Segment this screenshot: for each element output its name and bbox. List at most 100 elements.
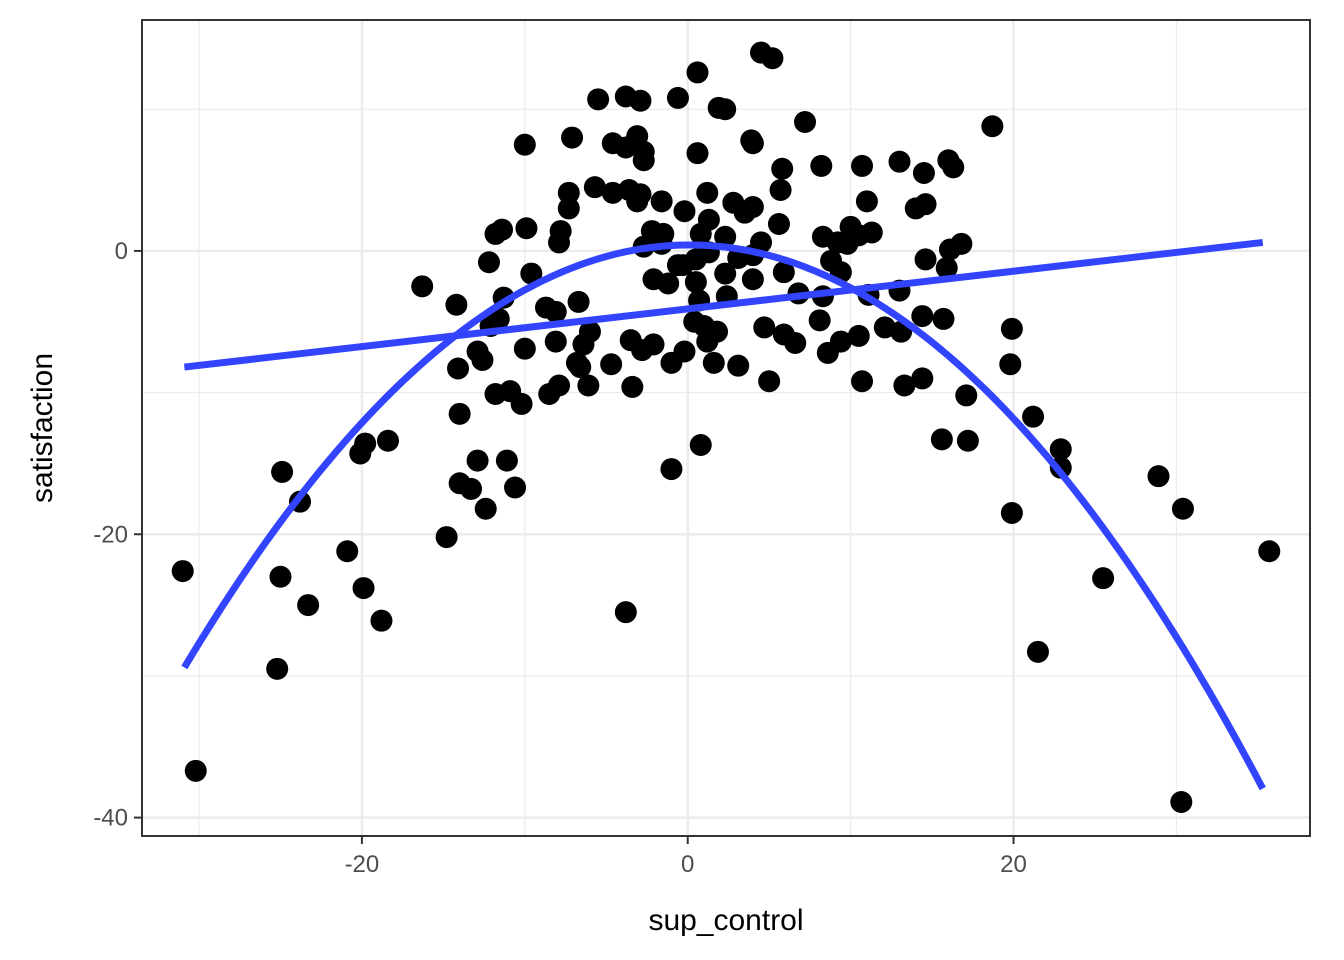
data-point (632, 149, 655, 172)
data-point (601, 181, 624, 204)
data-point (808, 309, 831, 332)
data-point (932, 307, 955, 330)
data-point (447, 357, 470, 380)
data-point (671, 254, 694, 277)
data-point (942, 156, 965, 179)
data-point (741, 196, 764, 218)
data-point (666, 86, 689, 109)
data-point (510, 392, 533, 415)
data-point (1026, 640, 1049, 663)
data-point (504, 476, 527, 499)
data-point (836, 232, 859, 255)
quadratic-fit-curve (181, 241, 1266, 791)
data-point (686, 142, 709, 165)
data-point (893, 374, 916, 397)
data-point (829, 330, 852, 353)
data-point (629, 89, 652, 112)
y-tick-label: -20 (93, 521, 128, 548)
data-point (714, 98, 737, 121)
data-point (354, 432, 377, 455)
data-point (847, 324, 870, 347)
panel-background (142, 20, 1310, 836)
data-point (914, 248, 937, 271)
data-point (336, 540, 359, 563)
data-point (911, 305, 934, 328)
data-point (753, 316, 776, 339)
data-point (171, 560, 194, 583)
data-point (855, 190, 878, 213)
grid-major (142, 20, 1310, 836)
data-point (557, 181, 580, 204)
data-point (706, 320, 729, 343)
data-point (466, 449, 489, 472)
data-point (474, 497, 497, 520)
data-point (769, 179, 792, 201)
y-tick-label: -40 (93, 805, 128, 832)
data-point (1000, 502, 1023, 524)
data-point (567, 290, 590, 313)
y-axis-title: satisfaction (26, 353, 59, 503)
data-point (411, 275, 434, 298)
data-point (1170, 791, 1193, 813)
data-point (673, 200, 696, 223)
data-point (741, 132, 764, 155)
data-point (370, 609, 393, 632)
data-point (513, 133, 536, 156)
data-point (912, 162, 935, 184)
data-point (697, 208, 720, 231)
data-point (1147, 465, 1170, 488)
data-point (1092, 567, 1115, 590)
data-point (297, 594, 320, 617)
panel-border (141, 19, 1311, 837)
data-point (577, 374, 600, 397)
data-point (888, 150, 911, 173)
data-point (660, 458, 683, 481)
x-tick-label: -20 (345, 851, 380, 878)
data-point (714, 225, 737, 248)
data-point (557, 197, 580, 220)
data-point (914, 193, 937, 216)
y-tick-label: 0 (115, 238, 128, 265)
linear-fit-line (183, 238, 1264, 371)
data-point (981, 115, 1004, 138)
data-point (741, 268, 764, 291)
data-point (484, 383, 507, 405)
data-point (772, 261, 795, 284)
data-point (955, 384, 978, 407)
data-point (784, 332, 807, 354)
data-point (761, 47, 784, 70)
data-point (950, 232, 973, 255)
data-point (471, 349, 494, 371)
data-point (956, 429, 979, 452)
data-point (269, 565, 292, 588)
data-point (544, 300, 567, 323)
y-axis: -40 -20 0 (93, 238, 142, 832)
data-point (515, 217, 538, 240)
data-point (686, 61, 709, 84)
data-point (600, 353, 623, 376)
data-point (696, 181, 719, 204)
data-point (376, 429, 399, 452)
data-point (477, 251, 500, 274)
data-point (758, 370, 781, 393)
data-point (448, 402, 471, 425)
data-point (266, 657, 289, 680)
data-point (184, 759, 207, 782)
data-point (460, 477, 483, 500)
data-point (1049, 438, 1072, 461)
data-point (911, 367, 934, 390)
data-point (495, 449, 518, 472)
data-point (538, 383, 561, 405)
data-point (578, 320, 601, 343)
data-point (727, 354, 750, 377)
data-point (1022, 405, 1045, 428)
data-point (544, 330, 567, 353)
x-axis: -20 0 20 (345, 836, 1027, 878)
data-point (851, 370, 874, 393)
data-point (445, 293, 468, 316)
data-point (565, 351, 588, 374)
data-point (657, 272, 680, 295)
data-point (548, 231, 571, 254)
data-point (642, 333, 665, 356)
